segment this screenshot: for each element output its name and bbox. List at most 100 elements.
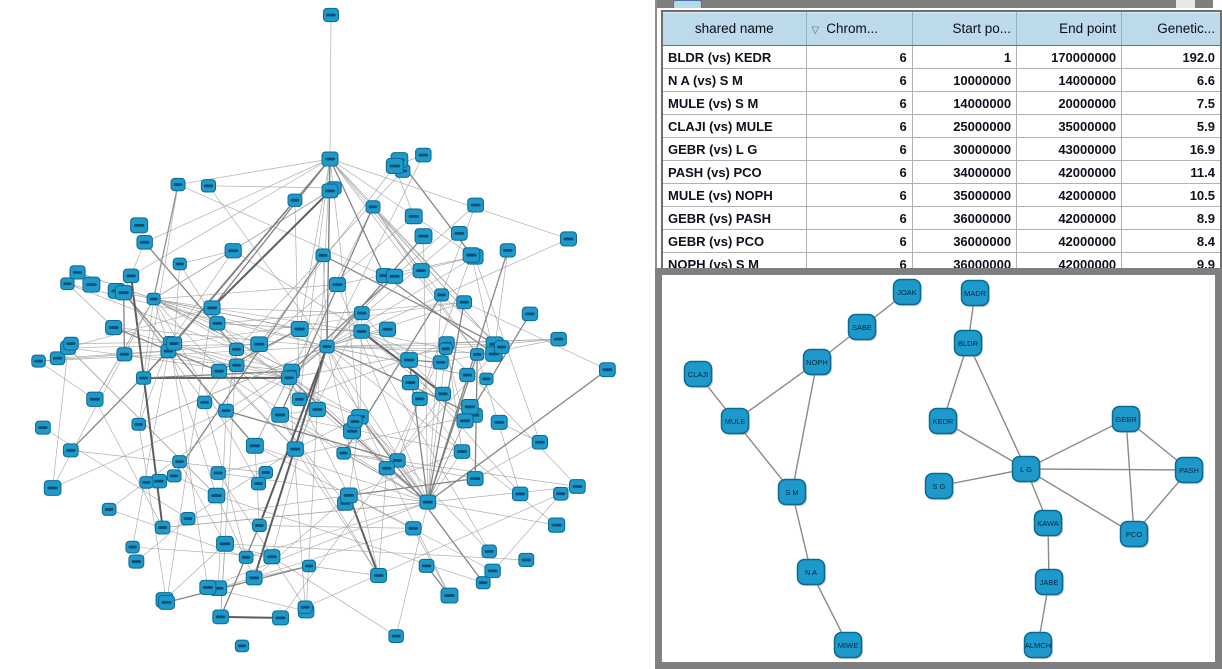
graph-node[interactable] bbox=[450, 225, 468, 241]
graph-edge[interactable] bbox=[289, 348, 446, 379]
graph-node[interactable] bbox=[136, 235, 153, 250]
graph-edge[interactable] bbox=[224, 543, 527, 561]
graph-node[interactable] bbox=[302, 559, 317, 573]
graph-node-jabe[interactable]: JABE bbox=[1034, 568, 1065, 597]
table-cell-end-point[interactable]: 42000000 bbox=[1016, 183, 1123, 207]
graph-node[interactable] bbox=[128, 554, 145, 569]
graph-node[interactable] bbox=[340, 487, 358, 504]
graph-edge[interactable] bbox=[291, 275, 396, 372]
graph-node[interactable] bbox=[559, 231, 577, 247]
graph-node[interactable] bbox=[321, 183, 339, 199]
graph-edge[interactable] bbox=[326, 346, 468, 376]
small-network-view[interactable]: JOAK SABE NOPH CLAJI MULE S M N A MIWE MADR BLDR K… bbox=[662, 275, 1215, 662]
graph-node[interactable] bbox=[347, 414, 363, 429]
table-cell-chromosome[interactable]: 6 bbox=[805, 91, 913, 115]
graph-node[interactable] bbox=[151, 474, 168, 489]
graph-edge[interactable] bbox=[153, 298, 328, 347]
graph-edge[interactable] bbox=[52, 410, 227, 489]
graph-edge[interactable] bbox=[361, 331, 441, 363]
graph-edge[interactable] bbox=[294, 448, 379, 576]
graph-node[interactable] bbox=[271, 407, 289, 423]
graph-edge[interactable] bbox=[326, 345, 475, 416]
graph-node[interactable] bbox=[154, 520, 171, 535]
graph-edge[interactable] bbox=[427, 486, 578, 503]
graph-edge[interactable] bbox=[343, 452, 578, 487]
graph-edge[interactable] bbox=[299, 343, 447, 400]
graph-node[interactable] bbox=[569, 479, 586, 494]
column-header-chromosome[interactable]: ▽ Chrom... bbox=[805, 11, 913, 46]
graph-edge[interactable] bbox=[337, 256, 475, 285]
graph-edge[interactable] bbox=[322, 255, 328, 347]
graph-edge[interactable] bbox=[179, 461, 226, 544]
graph-edge[interactable] bbox=[208, 185, 328, 347]
table-cell-chromosome[interactable]: 6 bbox=[805, 229, 913, 253]
graph-edge[interactable] bbox=[70, 342, 171, 344]
graph-edge[interactable] bbox=[329, 158, 569, 240]
graph-edge[interactable] bbox=[220, 525, 260, 618]
graph-edge[interactable] bbox=[361, 331, 490, 552]
table-cell-shared-name[interactable]: BLDR (vs) KEDR bbox=[661, 45, 807, 69]
graph-node[interactable] bbox=[210, 466, 226, 480]
table-cell-end-point[interactable]: 42000000 bbox=[1016, 229, 1123, 253]
graph-edge[interactable] bbox=[427, 451, 463, 503]
graph-edge[interactable] bbox=[174, 301, 465, 344]
graph-node-bldr[interactable]: BLDR bbox=[953, 329, 984, 358]
column-header-end-point[interactable]: End point bbox=[1016, 11, 1122, 46]
graph-node[interactable] bbox=[547, 517, 566, 533]
graph-node[interactable] bbox=[378, 461, 395, 476]
graph-edge[interactable] bbox=[153, 298, 290, 379]
graph-node[interactable] bbox=[238, 550, 254, 564]
graph-node[interactable] bbox=[250, 336, 268, 352]
graph-node[interactable] bbox=[218, 403, 234, 418]
graph-edge[interactable] bbox=[236, 348, 361, 418]
graph-node[interactable] bbox=[419, 494, 437, 510]
graph-node[interactable] bbox=[470, 348, 485, 361]
table-cell-end-point[interactable]: 42000000 bbox=[1016, 206, 1123, 230]
graph-edge[interactable] bbox=[217, 301, 465, 324]
graph-edge[interactable] bbox=[113, 327, 328, 347]
graph-node[interactable] bbox=[353, 324, 370, 339]
table-cell-start-point[interactable]: 1 bbox=[911, 45, 1018, 69]
graph-edge[interactable] bbox=[144, 158, 331, 243]
graph-edge[interactable] bbox=[153, 298, 292, 372]
graph-edge[interactable] bbox=[187, 495, 349, 519]
graph-node[interactable] bbox=[62, 443, 79, 458]
graph-node-pco[interactable]: PCO bbox=[1119, 520, 1150, 549]
graph-edge[interactable] bbox=[327, 346, 446, 350]
graph-edge[interactable] bbox=[327, 343, 495, 347]
graph-edge[interactable] bbox=[259, 525, 414, 529]
graph-edge[interactable] bbox=[791, 491, 812, 573]
graph-edge[interactable] bbox=[329, 158, 465, 303]
table-cell-shared-name[interactable]: MULE (vs) NOPH bbox=[661, 183, 807, 207]
graph-edge[interactable] bbox=[232, 250, 410, 361]
filter-icon[interactable]: ▽ bbox=[811, 25, 820, 36]
graph-edge[interactable] bbox=[67, 307, 213, 349]
graph-node-noph[interactable]: NOPH bbox=[802, 348, 833, 377]
graph-edge[interactable] bbox=[164, 543, 226, 601]
graph-node[interactable] bbox=[328, 277, 346, 293]
graph-edge[interactable] bbox=[216, 495, 255, 579]
graph-edge[interactable] bbox=[326, 346, 494, 355]
graph-node[interactable] bbox=[158, 594, 175, 610]
table-cell-chromosome[interactable]: 6 bbox=[805, 183, 913, 207]
graph-node[interactable] bbox=[323, 7, 339, 23]
column-header-genetic[interactable]: Genetic... bbox=[1121, 11, 1221, 46]
graph-node-claji[interactable]: CLAJI bbox=[683, 360, 714, 389]
graph-node[interactable] bbox=[453, 444, 471, 459]
graph-node[interactable] bbox=[115, 284, 133, 301]
graph-node[interactable] bbox=[531, 435, 549, 450]
graph-node-mule[interactable]: MULE bbox=[720, 407, 751, 436]
graph-edge[interactable] bbox=[52, 347, 69, 489]
graph-node[interactable] bbox=[203, 300, 221, 316]
graph-edge[interactable] bbox=[386, 353, 495, 469]
table-cell-shared-name[interactable]: GEBR (vs) L G bbox=[661, 137, 807, 161]
graph-node[interactable] bbox=[418, 558, 435, 573]
graph-node[interactable] bbox=[287, 193, 303, 207]
graph-edge[interactable] bbox=[162, 501, 428, 528]
table-cell-chromosome[interactable]: 6 bbox=[805, 45, 913, 69]
graph-edge[interactable] bbox=[329, 14, 332, 160]
graph-node[interactable] bbox=[440, 587, 459, 604]
graph-edge[interactable] bbox=[329, 158, 472, 256]
graph-node[interactable] bbox=[321, 151, 339, 167]
graph-node[interactable] bbox=[166, 469, 182, 483]
